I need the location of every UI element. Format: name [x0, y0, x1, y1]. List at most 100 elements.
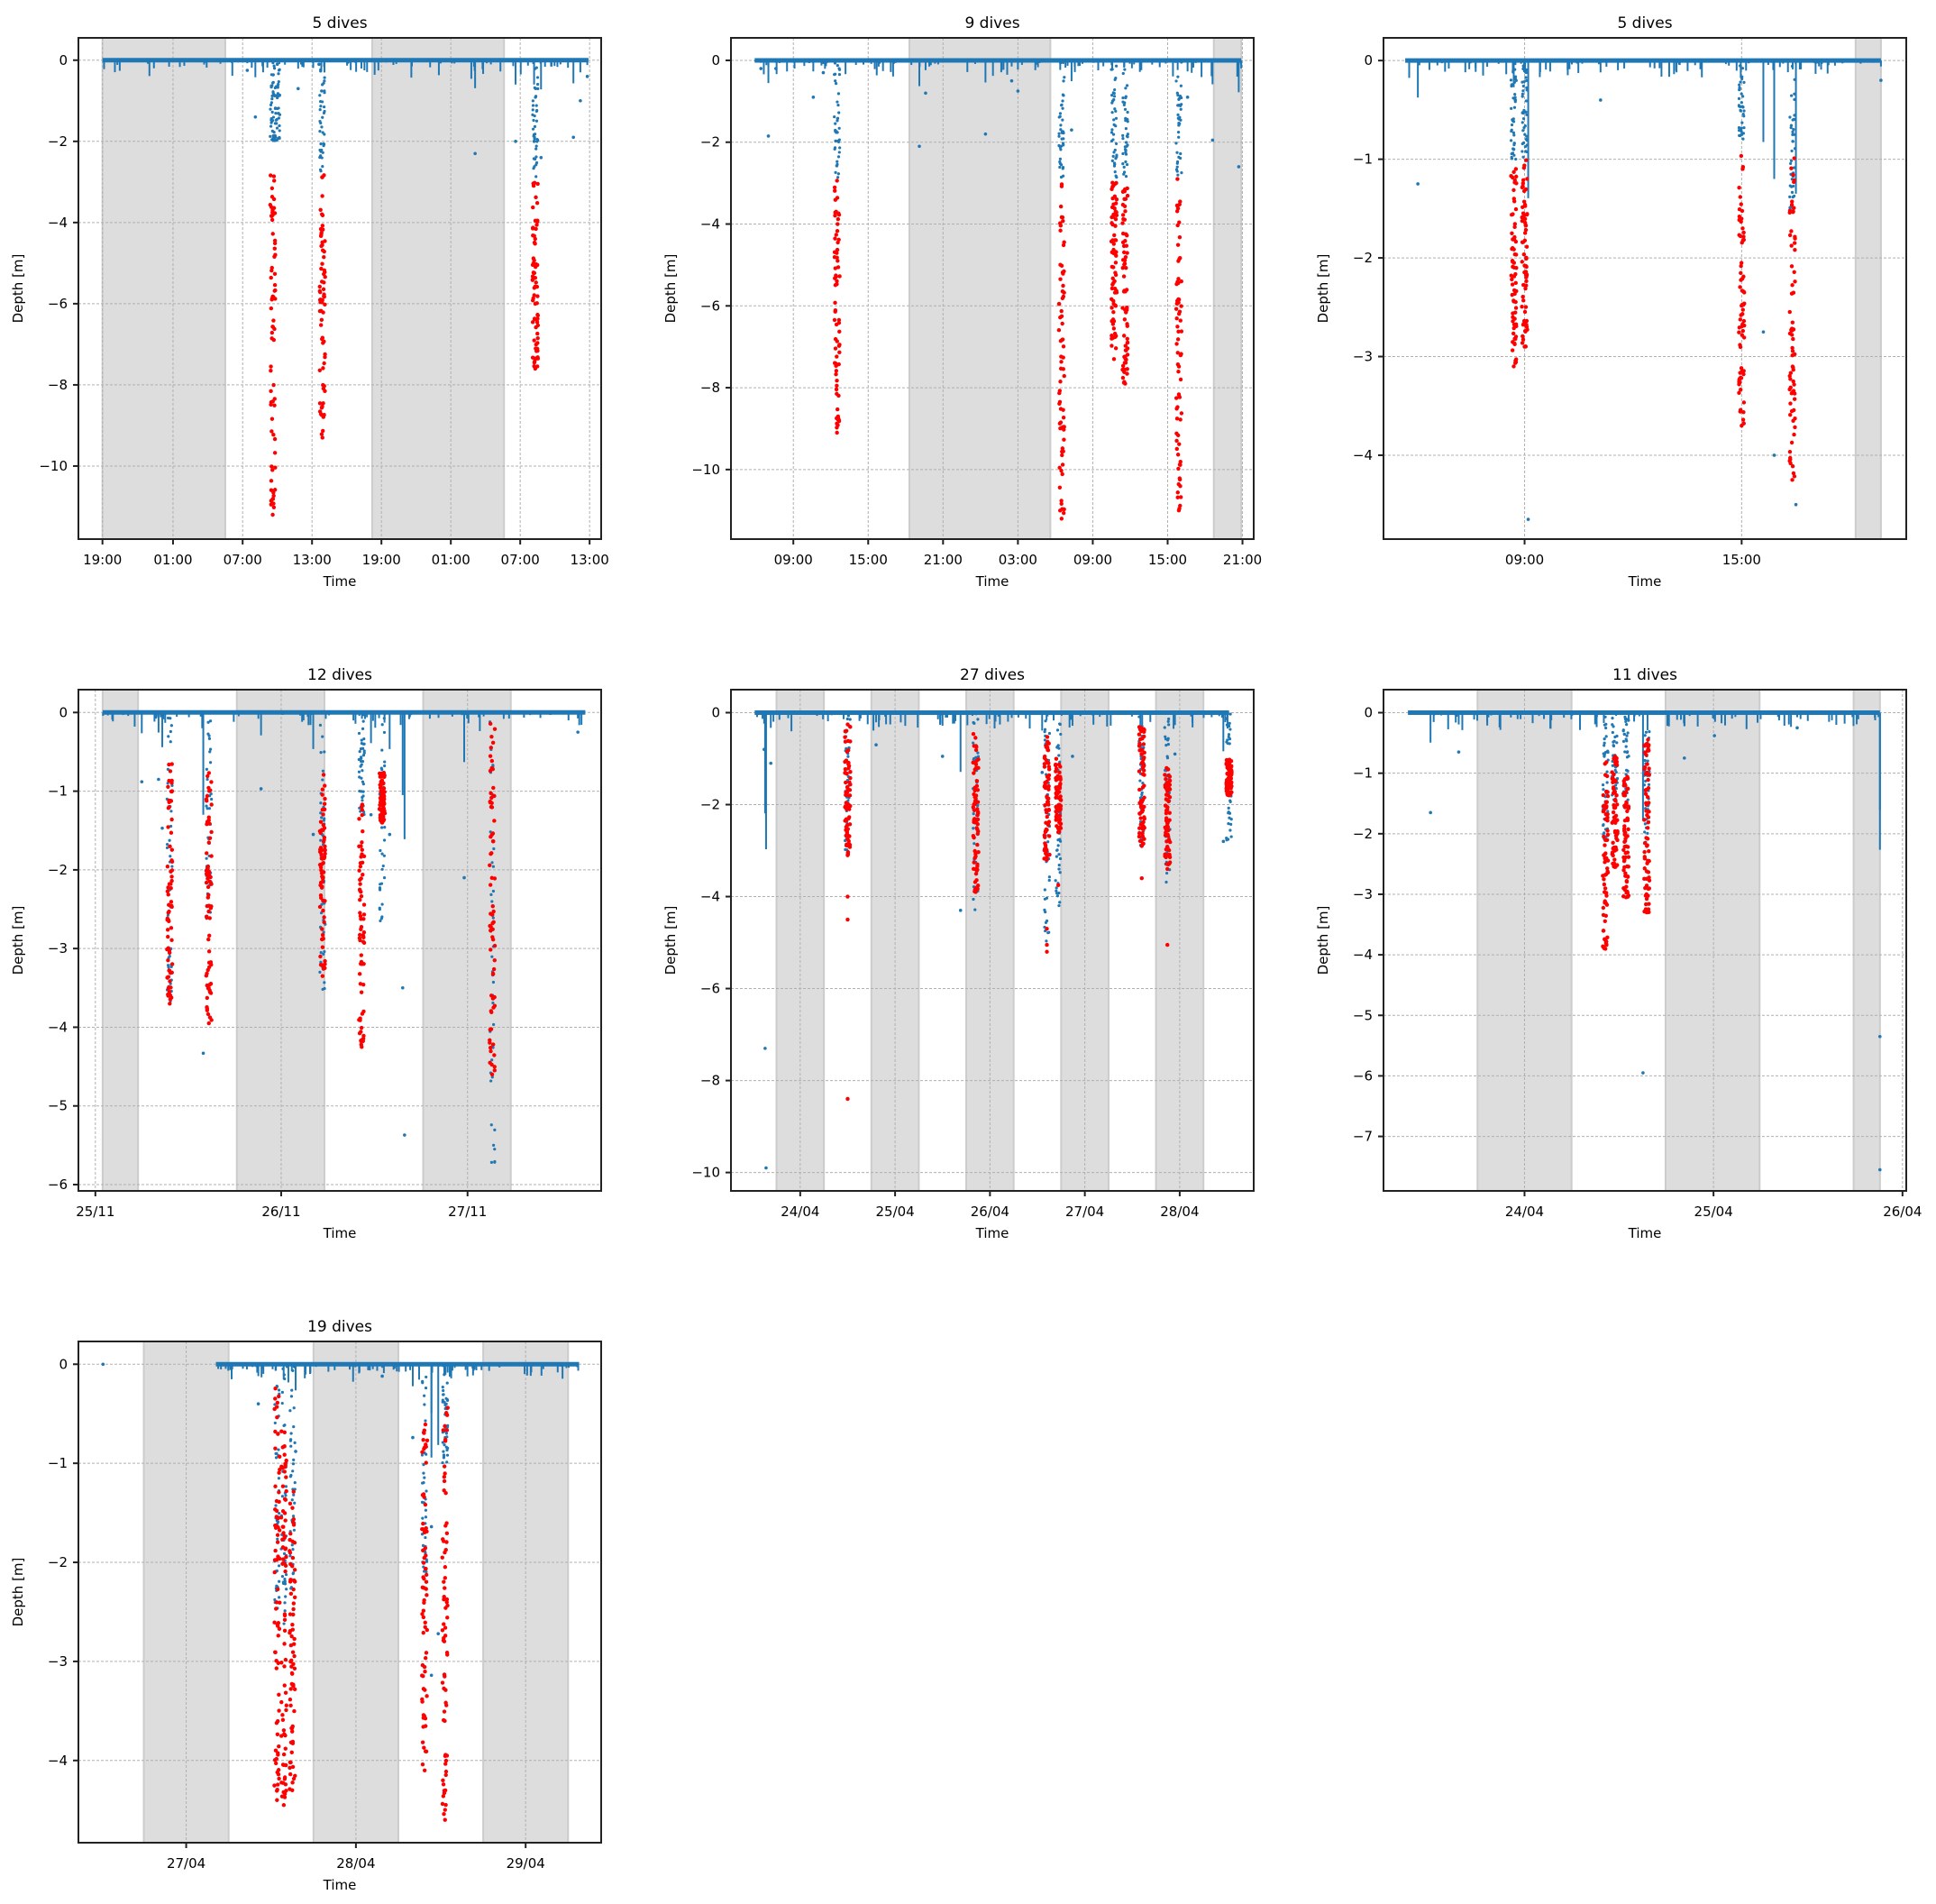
surface-point [1167, 717, 1171, 721]
surface-point [1513, 68, 1517, 71]
dive-point [318, 226, 324, 232]
surface-point [973, 908, 977, 911]
dive-point [269, 479, 274, 483]
dive-point [1061, 510, 1066, 516]
dive-point [973, 890, 978, 894]
dive-point [268, 173, 273, 178]
dive-point [1054, 805, 1059, 810]
dive-point [277, 1626, 282, 1632]
dive-point [1605, 935, 1610, 940]
surface-point [1525, 134, 1529, 138]
surface-point [1057, 892, 1061, 895]
dive-point [489, 947, 493, 952]
dive-point [378, 800, 383, 805]
dive-point [205, 1012, 211, 1017]
dive-point [421, 1608, 426, 1613]
surface-point [1794, 502, 1798, 507]
surface-point [1793, 114, 1796, 117]
x-tick-label: 09:00 [1073, 552, 1112, 568]
dive-point [1124, 357, 1128, 362]
dive-point [1176, 370, 1181, 374]
dive-point [1741, 274, 1746, 279]
dive-point [1125, 186, 1129, 191]
dive-point [274, 1756, 279, 1762]
dive-point [359, 917, 363, 921]
surface-point [1623, 715, 1627, 719]
surface-point [1058, 901, 1062, 904]
surface-point [291, 1571, 296, 1575]
dive-point [1789, 408, 1794, 414]
dive-point [323, 354, 327, 360]
surface-point [277, 1477, 281, 1480]
surface-point [1512, 105, 1517, 109]
dive-point [280, 1524, 286, 1529]
dive-point [359, 844, 363, 848]
dive-point [1176, 298, 1182, 302]
surface-point [1738, 64, 1742, 68]
dive-point [1738, 371, 1742, 375]
dive-point [1642, 876, 1647, 882]
surface-point [292, 1458, 296, 1461]
surface-point [208, 747, 213, 751]
dive-point [1647, 810, 1651, 814]
dive-point [531, 270, 536, 275]
dive-point [1603, 803, 1608, 809]
surface-point [1225, 740, 1228, 744]
surface-point [321, 165, 324, 169]
surface-point [271, 91, 275, 95]
dive-point [1522, 231, 1528, 235]
dive-point [1791, 209, 1795, 214]
dive-point [845, 827, 850, 831]
dive-point [207, 879, 212, 884]
dive-point [288, 1760, 293, 1765]
dive-point [1511, 325, 1516, 331]
dive-point [358, 982, 363, 986]
dive-point [274, 1658, 279, 1663]
surface-point [169, 810, 173, 813]
y-tick-label: −2 [1353, 826, 1373, 842]
x-axis-label: Time [1628, 1225, 1662, 1241]
dive-point [169, 878, 174, 883]
surface-point [1060, 103, 1064, 106]
surface-point [1227, 822, 1230, 826]
surface-point [490, 1058, 494, 1062]
dive-point [973, 817, 977, 821]
dive-point [1525, 177, 1530, 181]
dive-point [279, 1780, 284, 1785]
surface-point [1111, 154, 1115, 158]
surface-point [379, 766, 383, 770]
dive-point [276, 1432, 280, 1436]
dive-point [1511, 298, 1516, 303]
dive-point [531, 296, 535, 300]
dive-point [1175, 337, 1181, 342]
dive-point [1788, 371, 1794, 375]
dive-point [279, 1661, 284, 1665]
dive-point [358, 861, 363, 865]
surface-point [763, 1047, 767, 1050]
dive-point [420, 1493, 425, 1497]
dive-point [322, 801, 327, 806]
dive-point [166, 957, 170, 963]
surface-point [208, 750, 212, 754]
x-tick-label: 19:00 [362, 552, 401, 568]
surface-point [1742, 126, 1746, 130]
surface-point [837, 151, 841, 154]
dive-point [1611, 786, 1616, 791]
surface-point [205, 804, 208, 808]
surface-point [1228, 712, 1232, 716]
surface-point [974, 712, 978, 716]
dive-point [1120, 240, 1126, 245]
axes-frame [78, 37, 602, 540]
dive-point [489, 1048, 493, 1054]
dive-point [361, 873, 365, 877]
dive-point [318, 880, 324, 885]
surface-point [445, 1460, 449, 1464]
surface-point [275, 60, 279, 63]
y-tick-label: −2 [48, 133, 68, 150]
surface-point [834, 170, 837, 174]
dive-point [1520, 185, 1525, 190]
surface-point [1166, 742, 1171, 746]
surface-point [837, 126, 841, 130]
surface-point [1061, 118, 1064, 122]
dive-point [284, 1554, 288, 1560]
